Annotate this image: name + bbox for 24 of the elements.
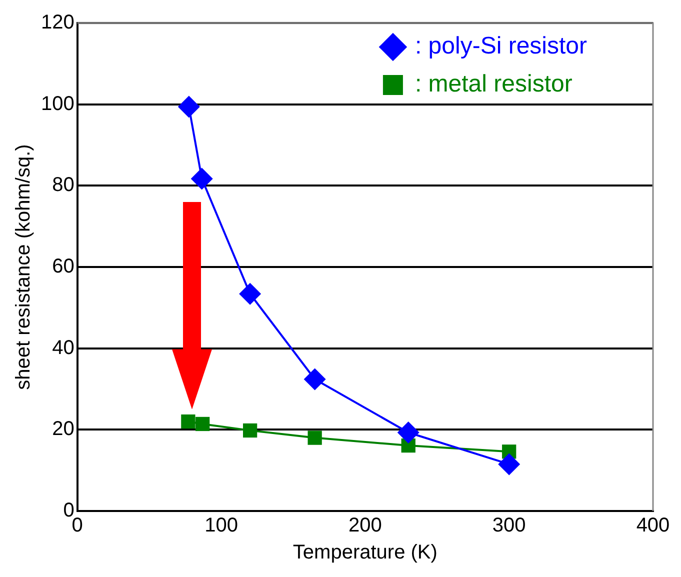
- x-tick-label: 100: [204, 514, 238, 537]
- point: [190, 168, 213, 190]
- x-tick-label: 400: [636, 514, 670, 537]
- x-tick-label: 300: [492, 514, 526, 537]
- point: [397, 422, 420, 444]
- y-tick-label: 20: [52, 418, 74, 440]
- point: [181, 414, 196, 429]
- point: [304, 368, 326, 390]
- x-axis-title: Temperature (K): [292, 542, 438, 564]
- y-tick-label: 120: [40, 12, 74, 34]
- y-tick-label: 40: [52, 336, 74, 359]
- y-tick-label: 80: [52, 174, 74, 196]
- point: [178, 96, 200, 118]
- point: [498, 453, 520, 476]
- point: [308, 430, 322, 445]
- y-tick-label: 60: [52, 256, 74, 278]
- y-tick-label: 100: [40, 92, 74, 115]
- point: [196, 416, 210, 432]
- x-tick-label: 200: [348, 514, 382, 537]
- legend-label: : metal resistor: [414, 70, 572, 98]
- y-axis-title: sheet resistance (kohm/sq.): [12, 144, 35, 390]
- point: [239, 282, 262, 305]
- point: [242, 423, 258, 438]
- legend-label: : poly-Si resistor: [414, 32, 588, 60]
